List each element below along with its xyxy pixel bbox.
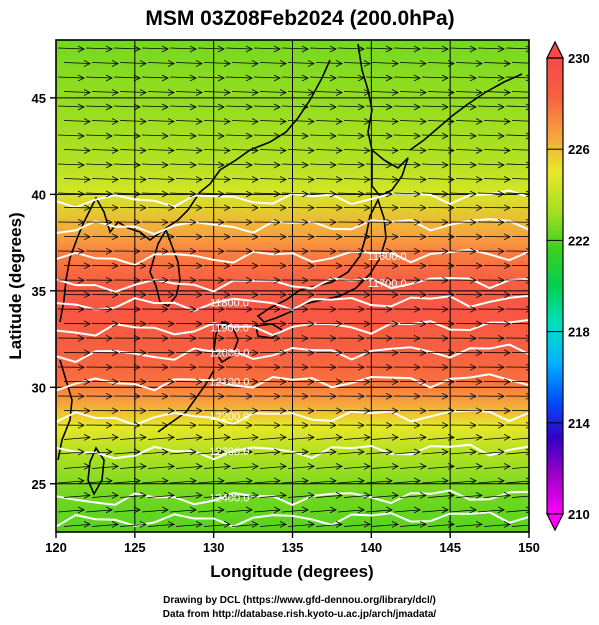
wind-vectors [57, 45, 529, 528]
coastline-kyushu [213, 320, 239, 364]
contour-label: 11800.0 [210, 297, 249, 309]
plot-area: 11600.0 11700.0 11800.0 11900.0 12000.0 12100… [55, 39, 530, 533]
contour-label: 11900.0 [210, 322, 249, 334]
colorbar-tick-label: 210 [568, 507, 590, 522]
y-tick-label: 30 [32, 380, 46, 395]
x-tick-label: 130 [203, 540, 225, 555]
x-tick-label: 150 [518, 540, 540, 555]
x-tick-label: 135 [282, 540, 304, 555]
y-tick-label: 35 [32, 284, 46, 299]
colorbar-tick-label: 230 [568, 51, 590, 66]
colorbar-ticks: 210 214 218 222 226 230 [547, 51, 590, 522]
coastline-honshu [256, 197, 387, 323]
contour-11600.0 [56, 248, 529, 267]
footer-credit-data: Data from http://database.rish.kyoto-u.a… [162, 609, 437, 620]
chart-title: MSM 03Z08Feb2024 (200.0hPa) [145, 7, 454, 30]
footer-credit-drawing: Drawing by DCL (https://www.gfd-dennou.o… [163, 595, 436, 606]
contour-label: 12200.0 [210, 411, 250, 423]
contour-12000.0 [56, 343, 529, 364]
contour-label: 11600.0 [368, 251, 407, 263]
contour-12400.0 [56, 489, 529, 506]
x-tick-label: 145 [439, 540, 461, 555]
x-tick-label: 140 [360, 540, 382, 555]
y-axis-label: Latitude (degrees) [6, 212, 25, 359]
x-tick-label: 120 [45, 540, 67, 555]
colorbar: 210 214 218 222 226 230 [546, 40, 590, 532]
contour-label: 12300.0 [210, 446, 250, 458]
contour-unlabeled [56, 511, 529, 528]
x-tick-label: 125 [124, 540, 146, 555]
y-tick-label: 40 [32, 187, 46, 202]
y-axis: 25 30 35 40 45 [32, 91, 56, 492]
y-tick-label: 25 [32, 477, 46, 492]
colorbar-tick-label: 218 [568, 325, 590, 340]
x-axis: 120 125 130 135 140 145 150 [45, 532, 540, 555]
colorbar-tick-label: 222 [568, 233, 590, 248]
contour-label: 12400.0 [210, 492, 250, 504]
coastline-china-south [57, 359, 73, 461]
colorbar-tick-label: 214 [568, 416, 590, 431]
colorbar-tick-label: 226 [568, 142, 590, 157]
contour-labels: 11600.0 11700.0 11800.0 11900.0 12000.0 12100… [210, 251, 407, 504]
coastline-kurils [409, 73, 523, 151]
coastline-taiwan [87, 446, 105, 496]
colorbar-top-arrow [546, 40, 564, 59]
colorbar-body [546, 57, 564, 515]
y-tick-label: 45 [32, 91, 46, 106]
contour-label: 11700.0 [368, 278, 407, 290]
contour-11900.0 [56, 319, 529, 337]
coastline-korea [149, 228, 181, 308]
wind-arrows [57, 45, 529, 528]
contour-12300.0 [56, 443, 529, 461]
x-axis-label: Longitude (degrees) [210, 562, 373, 581]
contour-unlabeled [56, 218, 529, 236]
contour-11700.0 [56, 277, 529, 293]
colorbar-bottom-arrow [546, 513, 564, 532]
contour-12100.0 [56, 373, 529, 392]
contour-label: 12100.0 [210, 377, 250, 389]
contour-label: 12000.0 [210, 348, 250, 360]
coastline-hokkaido [371, 148, 409, 198]
